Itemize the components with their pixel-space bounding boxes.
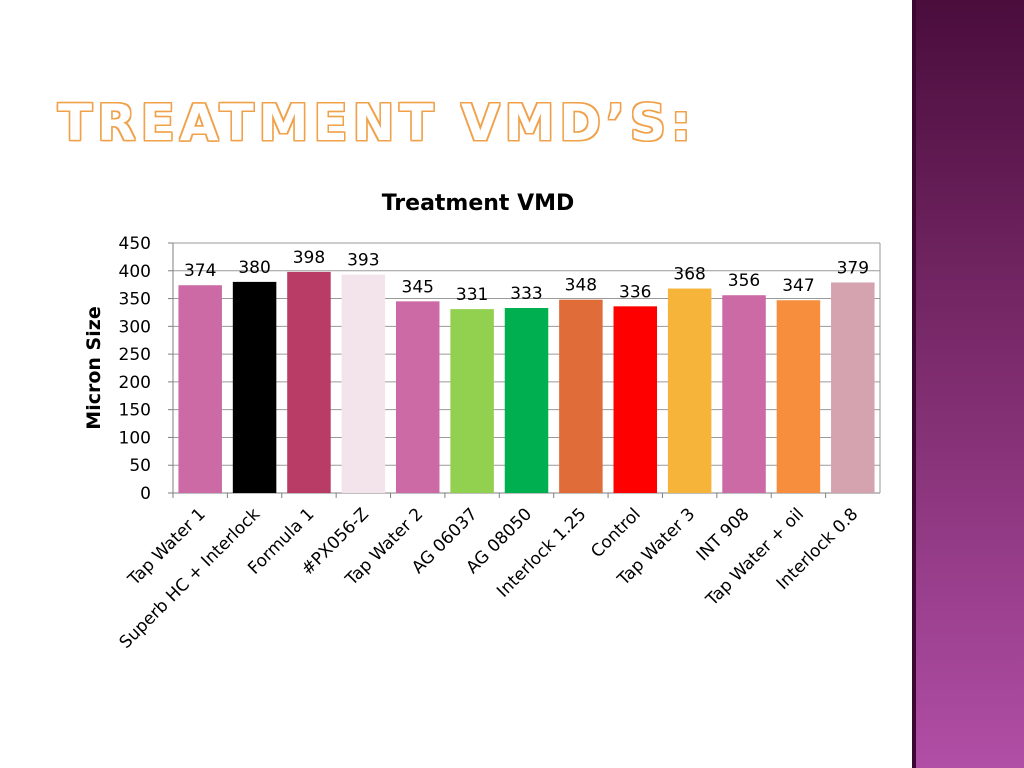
y-tick-label: 50	[129, 456, 151, 476]
data-label: 379	[837, 258, 869, 278]
bar	[776, 300, 821, 493]
data-label: 331	[456, 285, 488, 305]
y-tick-label: 350	[119, 290, 151, 310]
data-label: 348	[565, 276, 597, 296]
bar	[341, 274, 386, 493]
bar	[831, 282, 875, 493]
bar	[504, 308, 549, 493]
bar	[178, 285, 222, 493]
bar	[667, 288, 712, 493]
data-label: 393	[347, 251, 379, 271]
data-label: 368	[673, 265, 705, 285]
y-tick-labels: 0 50 100 150 200 250 300 350 400 450	[119, 234, 151, 504]
y-axis-title: Micron Size	[83, 306, 105, 429]
bar	[722, 295, 766, 493]
y-tick-label: 200	[119, 373, 151, 393]
data-label: 356	[728, 271, 760, 291]
y-tick-label: 100	[119, 428, 151, 448]
data-label: 333	[510, 284, 542, 304]
data-labels: 374 380 398 393 345 331 333 348 336 368 356 347 379	[184, 248, 869, 305]
y-tick-label: 150	[119, 401, 151, 421]
bar	[613, 306, 658, 493]
bar	[559, 299, 603, 493]
category-label: Tap Water + oil	[702, 504, 808, 610]
data-label: 374	[184, 261, 216, 281]
bar	[287, 271, 331, 493]
bar	[395, 301, 440, 493]
side-decorative-band	[912, 0, 1024, 768]
data-label: 380	[238, 258, 270, 278]
chart-title: Treatment VMD	[382, 191, 575, 216]
bar-chart: Treatment VMD Micron Size 0 50 100 150 200 25…	[83, 191, 881, 653]
data-label: 347	[782, 276, 814, 296]
bar	[232, 281, 277, 493]
y-tick-label: 0	[140, 484, 151, 504]
y-tick-label: 450	[119, 234, 151, 254]
data-label: 336	[619, 282, 651, 302]
data-label: 398	[293, 248, 325, 268]
y-tick-label: 300	[119, 317, 151, 337]
bars	[178, 271, 875, 493]
y-tick-label: 250	[119, 345, 151, 365]
slide-title: TREATMENT VMD’S:	[58, 94, 696, 152]
data-label: 345	[402, 277, 434, 297]
y-tick-label: 400	[119, 262, 151, 282]
bar	[450, 309, 494, 493]
